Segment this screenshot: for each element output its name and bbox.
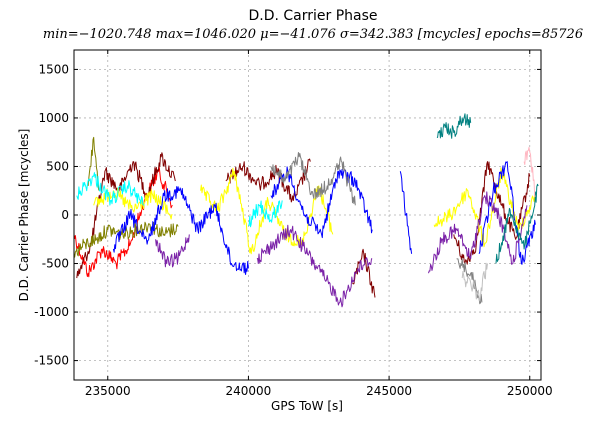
y-tick-label: 500 bbox=[46, 159, 69, 173]
series-line bbox=[428, 191, 528, 274]
series-8 bbox=[461, 262, 488, 302]
series-line bbox=[200, 167, 334, 255]
series-line bbox=[248, 200, 283, 228]
series-line bbox=[352, 248, 376, 298]
series-6 bbox=[155, 191, 528, 308]
series-10 bbox=[523, 146, 536, 198]
series-line bbox=[453, 161, 531, 265]
y-tick-label: -500 bbox=[42, 257, 69, 271]
series-line bbox=[76, 152, 176, 279]
chart-subtitle: min=−1020.748 max=1046.020 μ=−41.076 σ=3… bbox=[43, 27, 583, 42]
series-line bbox=[523, 146, 536, 198]
plot-area bbox=[73, 49, 542, 381]
y-tick-label: -1500 bbox=[34, 354, 69, 368]
series-line bbox=[256, 224, 373, 308]
grid bbox=[74, 50, 541, 380]
series-line bbox=[155, 234, 190, 268]
series-line bbox=[436, 113, 472, 139]
x-tick-label: 240000 bbox=[226, 384, 272, 398]
series-line bbox=[76, 172, 145, 206]
series-line bbox=[399, 171, 413, 254]
series-layer bbox=[73, 113, 539, 308]
series-0 bbox=[73, 165, 173, 278]
series-line bbox=[225, 158, 311, 203]
y-tick-label: 1500 bbox=[38, 62, 69, 76]
series-line bbox=[73, 165, 173, 278]
series-line bbox=[456, 258, 483, 305]
series-9 bbox=[436, 113, 539, 264]
chart-title: D.D. Carrier Phase bbox=[248, 8, 377, 24]
y-tick-label: -1000 bbox=[34, 305, 69, 319]
series-line bbox=[461, 262, 488, 302]
series-line bbox=[478, 161, 536, 265]
x-axis-label: GPS ToW [s] bbox=[271, 399, 343, 413]
series-line bbox=[495, 183, 539, 264]
x-tick-label: 235000 bbox=[85, 384, 131, 398]
y-tick-label: 0 bbox=[61, 208, 69, 222]
y-axis-label: D.D. Carrier Phase [mcycles] bbox=[17, 129, 31, 302]
x-tick-label: 250000 bbox=[507, 384, 553, 398]
series-line bbox=[270, 152, 356, 206]
y-axis-ticks: -1500 -1000 -500 0 500 1000 1500 bbox=[34, 62, 541, 368]
series-1 bbox=[76, 152, 531, 298]
x-axis-ticks: 235000 240000 245000 250000 bbox=[85, 50, 553, 398]
y-tick-label: 1000 bbox=[38, 111, 69, 125]
series-line bbox=[112, 186, 249, 275]
series-line bbox=[433, 167, 536, 248]
x-tick-label: 245000 bbox=[366, 384, 412, 398]
series-line bbox=[87, 136, 100, 191]
series-4 bbox=[76, 172, 283, 228]
series-5 bbox=[112, 161, 536, 275]
series-7 bbox=[270, 152, 483, 305]
